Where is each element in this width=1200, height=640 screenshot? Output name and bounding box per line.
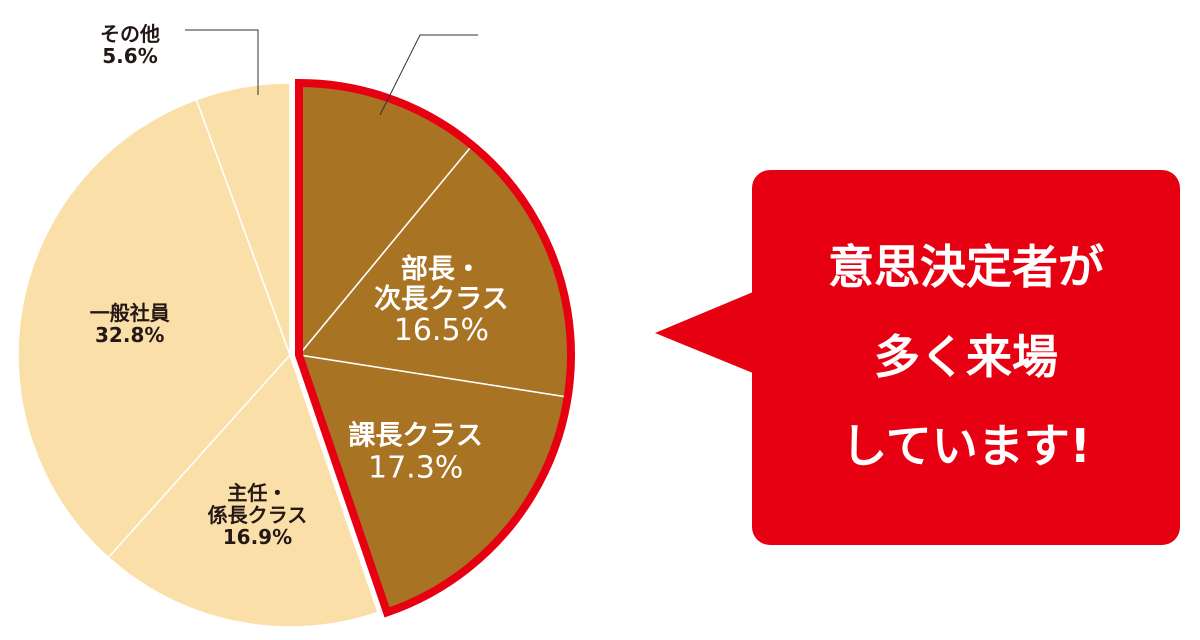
pie — [17, 29, 575, 628]
pie-slice — [107, 353, 379, 628]
slice-label: 主任・ 係長クラス 16.9% — [208, 482, 308, 548]
category-label: 経営者・ 役員クラス — [487, 22, 623, 84]
value-label: 11.0% — [507, 82, 603, 118]
category-label: 一般社員 — [89, 301, 170, 326]
category-label: 部長・ 次長クラス — [374, 253, 509, 315]
pie-slice — [17, 98, 291, 559]
highlight-outline — [295, 78, 575, 618]
slice-label: その他 5.6% — [100, 23, 160, 67]
value-label: 5.6% — [102, 44, 158, 68]
value-label: 32.8% — [95, 323, 165, 348]
category-label: その他 — [100, 22, 160, 46]
value-label: 16.9% — [222, 524, 293, 549]
slice-label: 課長クラス 17.3% — [348, 420, 483, 486]
leader-line — [379, 34, 478, 116]
callout-pointer — [655, 285, 770, 380]
slice-label: 部長・ 次長クラス 16.5% — [374, 253, 509, 349]
callout-box — [752, 170, 1180, 545]
slice-label: 一般社員 32.8% — [90, 302, 170, 346]
value-label: 16.5% — [393, 313, 490, 349]
category-label: 課長クラス — [348, 420, 483, 452]
leader-line — [185, 29, 259, 95]
slice-label: 経営者・ 役員クラス 11.0% — [487, 22, 623, 118]
value-label: 17.3% — [368, 450, 464, 486]
pie-slice — [195, 82, 291, 356]
callout-text: 意思決定者が 多く来場 しています! — [828, 239, 1104, 474]
category-label: 主任・ 係長クラス — [207, 480, 308, 527]
